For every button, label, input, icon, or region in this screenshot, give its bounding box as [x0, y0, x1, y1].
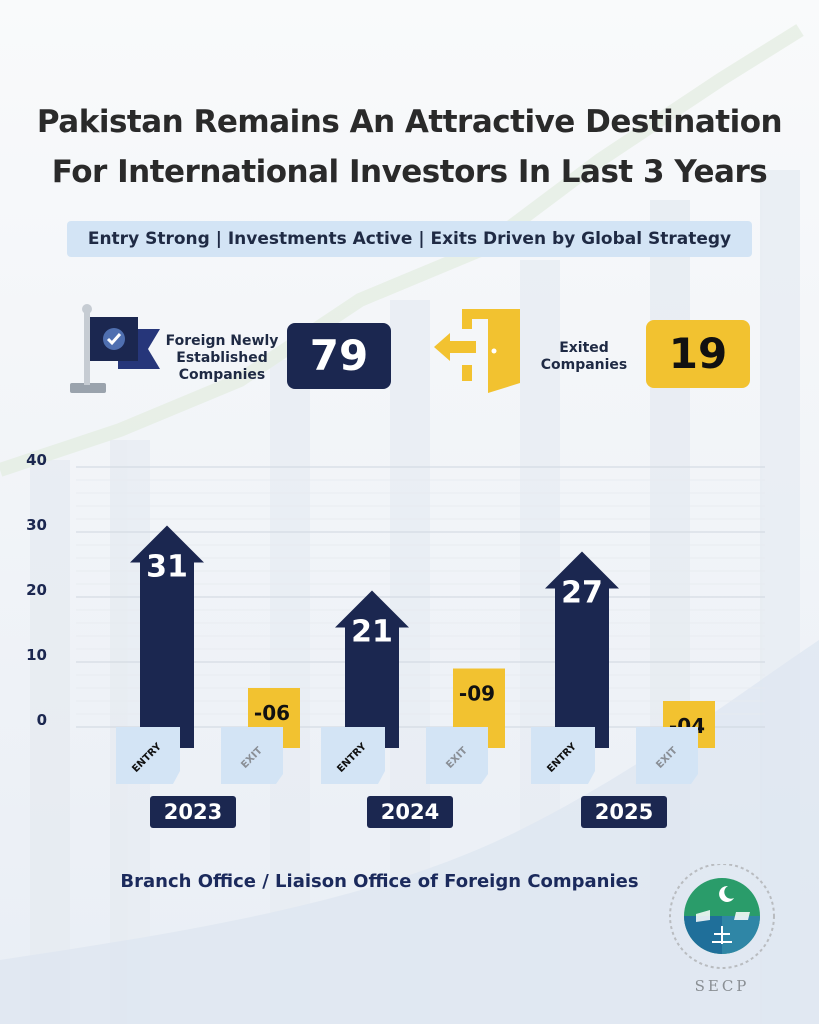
- title-line-1: Pakistan Remains An Attractive Destinati…: [36, 104, 783, 140]
- exit-tag-2024: [426, 727, 488, 784]
- year-badge-2023: 2023: [150, 796, 236, 828]
- secp-logo: SECP: [669, 864, 775, 995]
- y-tick-label: 20: [26, 581, 47, 599]
- y-tick-label: 10: [26, 646, 47, 664]
- entry-arrow-bar-2024: [335, 590, 409, 748]
- exit-summary-label: Exited Companies: [540, 340, 628, 373]
- exit-tag-2025: [636, 727, 698, 784]
- entry-tag-2025: [531, 727, 595, 784]
- entry-value-label-2024: 21: [351, 615, 393, 650]
- entry-value-label-2023: 31: [146, 550, 188, 585]
- secp-logo-text: SECP: [695, 977, 750, 995]
- exit-value-label-2023: -06: [254, 701, 290, 725]
- subtitle-banner: Entry Strong | Investments Active | Exit…: [67, 221, 752, 257]
- title-line-2: For International Investors In Last 3 Ye…: [51, 154, 768, 190]
- entry-summary-label: Foreign Newly Established Companies: [165, 333, 279, 383]
- exit-tag-2023: [221, 727, 283, 784]
- y-tick-label: 40: [26, 451, 47, 469]
- footer-caption: Branch Office / Liaison Office of Foreig…: [120, 871, 639, 892]
- entry-tag-2024: [321, 727, 385, 784]
- entry-tag-2023: [116, 727, 180, 784]
- exit-value-label-2024: -09: [459, 682, 495, 706]
- entry-value-label-2025: 27: [561, 576, 603, 611]
- exit-door-icon: [434, 309, 520, 393]
- entry-summary-value: 79: [287, 323, 391, 389]
- entry-arrow-bar-2023: [130, 525, 204, 748]
- y-tick-label: 30: [26, 516, 47, 534]
- exit-summary-value: 19: [646, 320, 750, 388]
- year-badge-2025: 2025: [581, 796, 667, 828]
- year-badge-2024: 2024: [367, 796, 453, 828]
- flag-icon: [70, 304, 160, 393]
- y-tick-label: 0: [37, 711, 47, 729]
- entry-arrow-bar-2025: [545, 551, 619, 748]
